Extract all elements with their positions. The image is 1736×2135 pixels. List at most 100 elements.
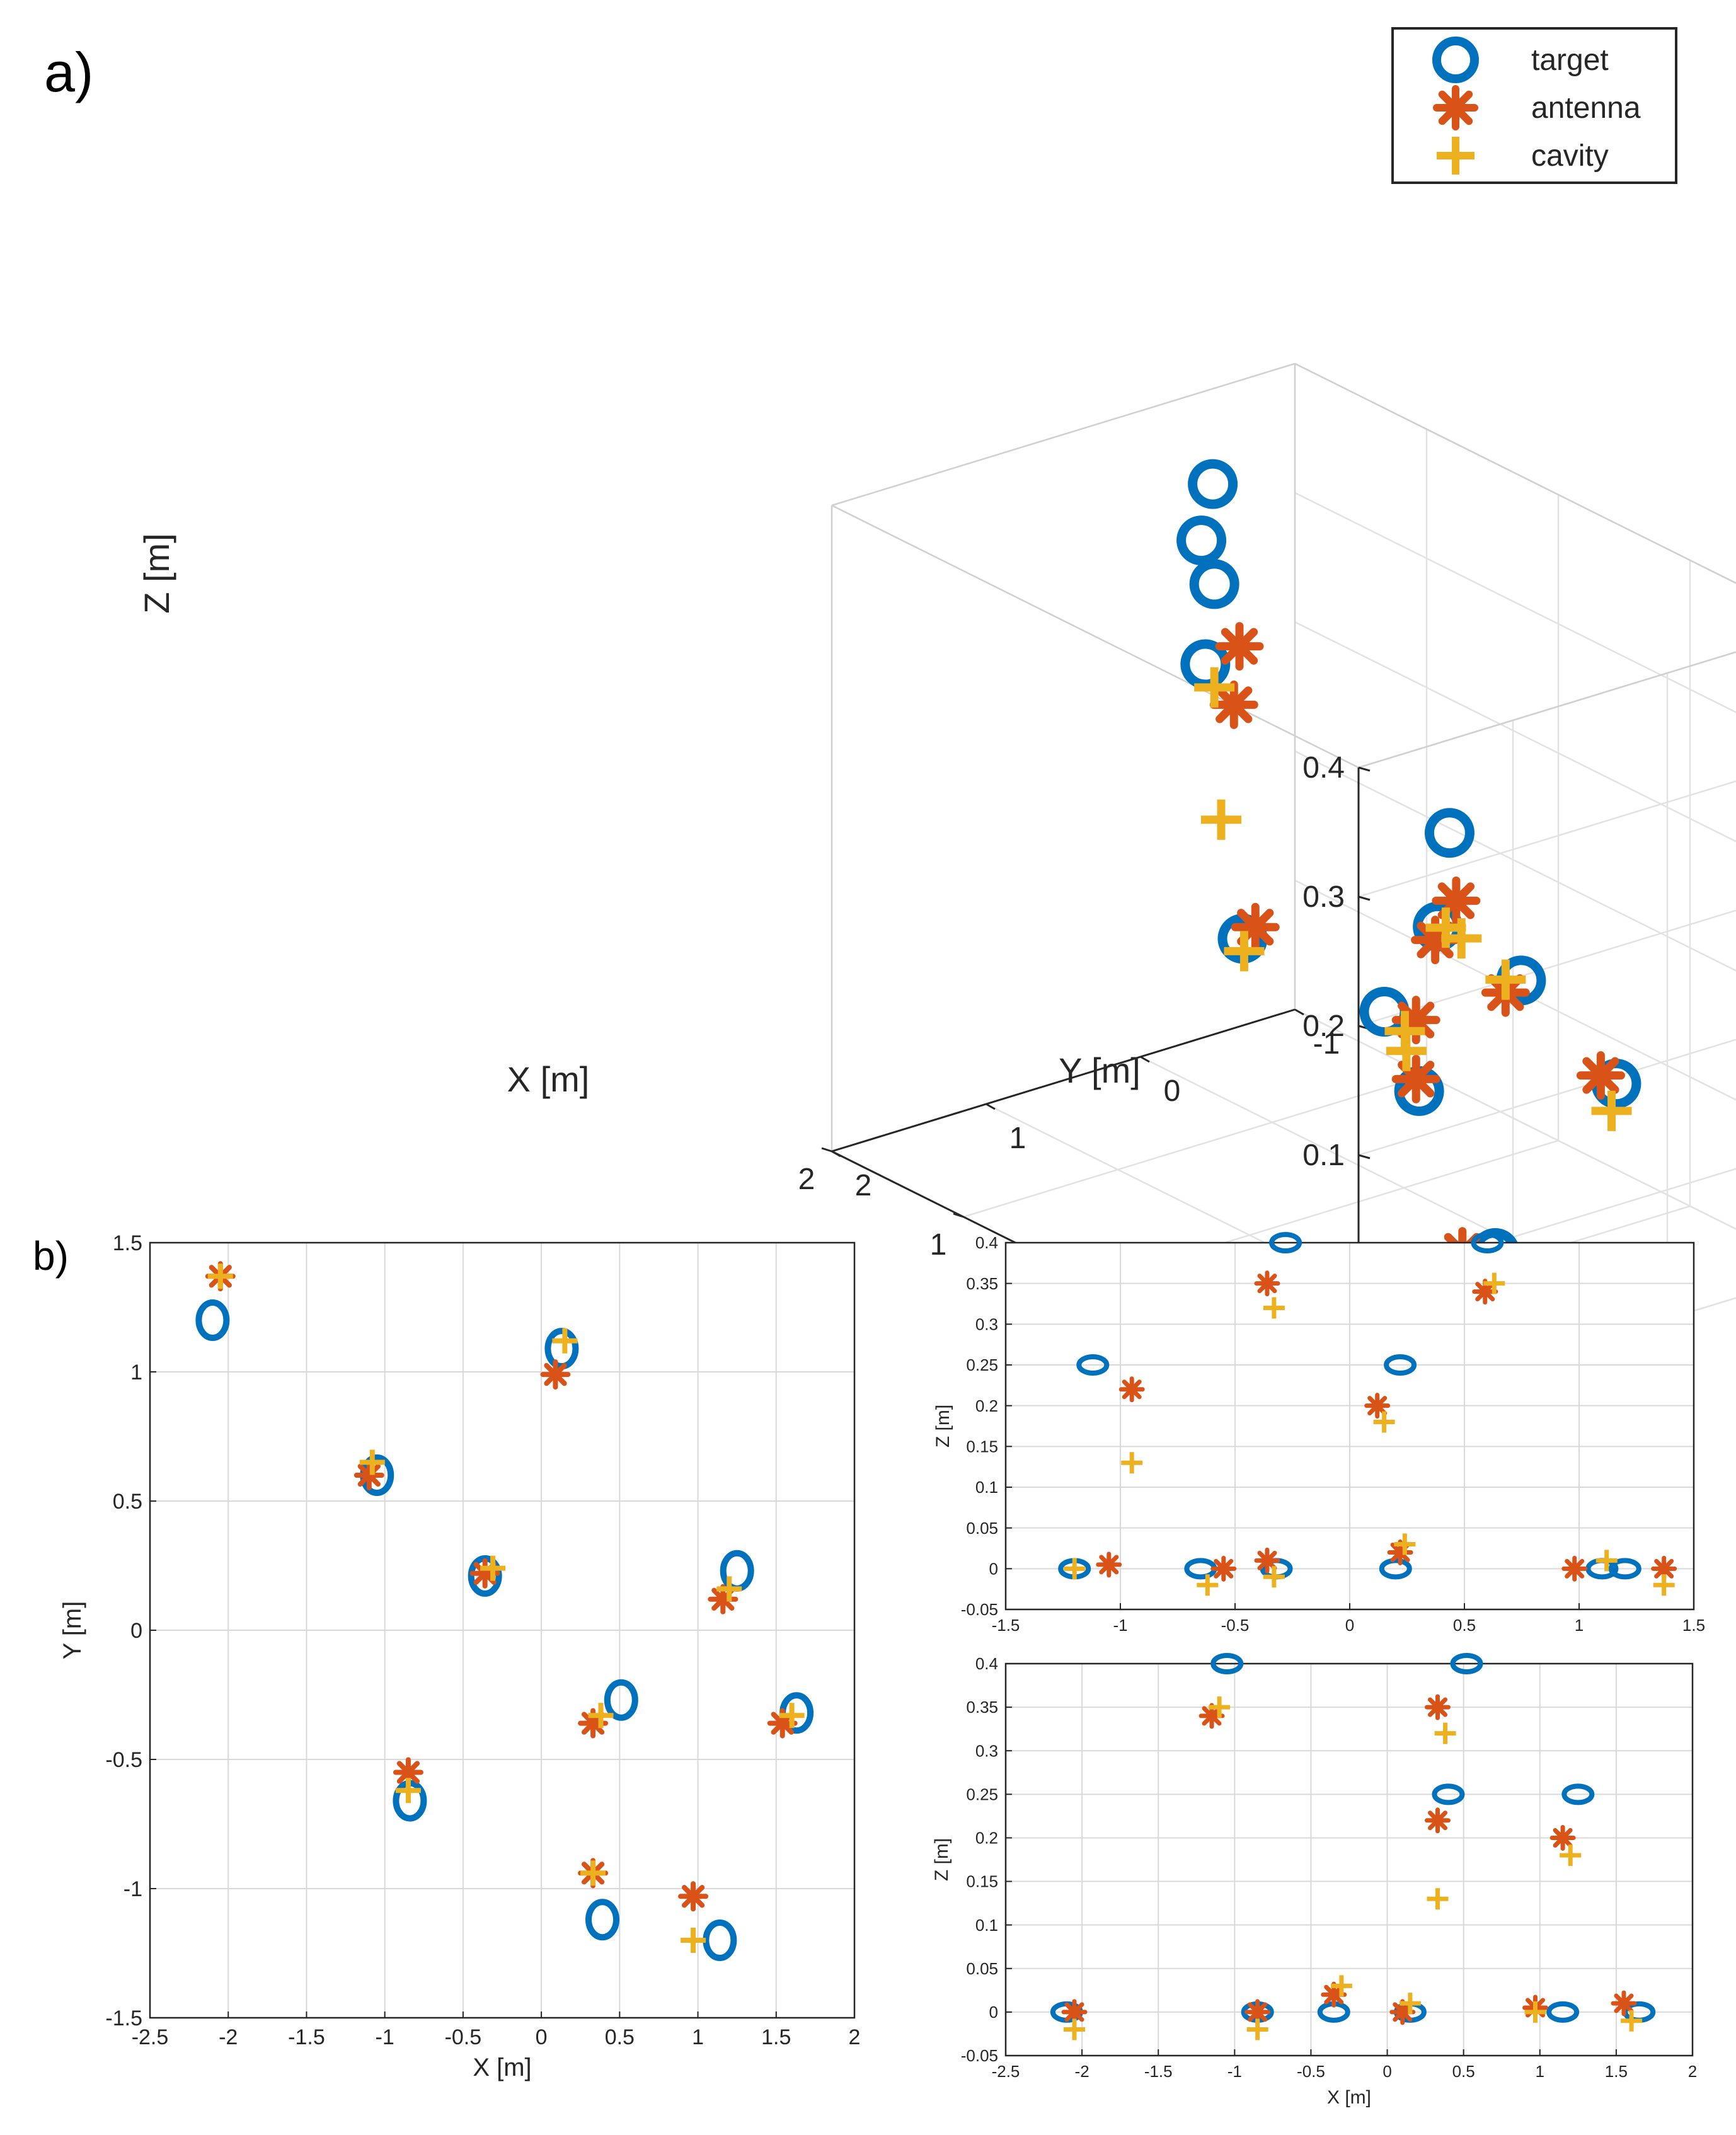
y-tick-label: 2 <box>855 1169 872 1202</box>
x-tick-label: 1 <box>1575 1616 1584 1635</box>
y-tick-label: 1 <box>130 1361 142 1384</box>
target-marker <box>1384 1354 1417 1376</box>
target-marker <box>1210 1653 1244 1674</box>
antenna-marker <box>1432 876 1481 925</box>
y-axis-label: Z [m] <box>933 1405 953 1447</box>
gridline-z-wall <box>1358 909 1736 1027</box>
antenna-marker <box>578 1708 609 1739</box>
cavity-marker <box>1263 1566 1285 1588</box>
cavity-marker <box>1483 1272 1505 1294</box>
gridline-z-wall <box>1358 780 1736 898</box>
cavity-marker <box>1330 1975 1352 1997</box>
cavity-marker <box>1064 1558 1086 1580</box>
cavity-marker <box>716 1576 742 1602</box>
cavity-marker <box>359 1449 385 1475</box>
target-marker <box>1561 1783 1595 1805</box>
antenna-marker <box>1245 1999 1271 2025</box>
box-edge <box>831 504 1359 769</box>
cavity-marker <box>580 1860 606 1886</box>
y-tick-label: 1 <box>1009 1122 1026 1155</box>
x-tick-label: 1 <box>692 2025 704 2049</box>
x-tick-label: 2 <box>798 1163 815 1196</box>
x-tick-label: -1 <box>1227 2062 1242 2081</box>
x-axis-label: X [m] <box>1327 2087 1371 2108</box>
x-tick-label: 1 <box>930 1228 947 1262</box>
target-marker <box>1176 515 1227 566</box>
cavity-marker <box>1394 1533 1416 1555</box>
y-tick-label: 0 <box>1164 1074 1181 1108</box>
antenna-marker <box>1231 902 1280 952</box>
y-tick-label: 0.15 <box>966 1872 998 1891</box>
x-axis-label: X [m] <box>507 1059 590 1099</box>
cavity-marker <box>1209 1696 1231 1718</box>
x-axis-label: X [m] <box>473 2054 531 2081</box>
z-tick-label: 0.3 <box>1302 880 1345 914</box>
x-tick-label: 1.5 <box>1682 1616 1705 1635</box>
antenna-marker <box>1387 1539 1413 1565</box>
y-axis-label: Z [m] <box>931 1838 952 1881</box>
gridline-y-floor <box>1294 1008 1736 1230</box>
target-marker <box>1359 987 1410 1037</box>
y-tick-label: 0.1 <box>975 1916 998 1935</box>
legend-label: target <box>1531 43 1609 77</box>
x-tick-label: 0 <box>1345 1616 1354 1635</box>
antenna-marker <box>1576 1051 1625 1100</box>
x-tick-label: -0.5 <box>1297 2062 1325 2081</box>
x-tick-label: 0 <box>536 2025 548 2049</box>
x-tick-label: 0.5 <box>1453 1616 1476 1635</box>
antenna-marker <box>1254 1547 1280 1574</box>
cavity-marker <box>1653 1574 1675 1596</box>
x-tick-label: -0.5 <box>445 2025 482 2049</box>
cavity-marker <box>1384 1011 1425 1052</box>
z-tick <box>1358 1154 1371 1160</box>
y-tick <box>831 1150 841 1158</box>
y-tick-label: 0.4 <box>975 1654 998 1673</box>
antenna-marker <box>1472 1279 1498 1305</box>
cavity-marker <box>1437 137 1474 175</box>
target-marker <box>1076 1354 1110 1376</box>
z-tick <box>1358 895 1371 901</box>
y-tick-label: 0.2 <box>975 1396 998 1415</box>
plot-frame <box>1004 1662 1694 2057</box>
legend-item-cavity: cavity <box>1437 137 1609 175</box>
cavity-marker <box>1485 959 1526 1000</box>
cavity-marker <box>1224 931 1265 972</box>
cavity-marker <box>1621 2010 1643 2032</box>
antenna-marker <box>1424 1807 1451 1834</box>
legend-item-antenna: antenna <box>1433 85 1641 130</box>
cavity-marker <box>1373 1411 1395 1433</box>
antenna-marker <box>1199 1703 1225 1729</box>
y-tick-label: 0 <box>989 1559 998 1578</box>
antenna-marker <box>540 1359 571 1390</box>
antenna-marker <box>1391 996 1440 1045</box>
y-tick-label: 0.25 <box>966 1355 998 1374</box>
y-tick <box>986 1103 996 1110</box>
y-tick-label: 0.2 <box>975 1829 998 1848</box>
y-tick-label: 0.05 <box>966 1519 998 1538</box>
target-marker <box>1546 2001 1580 2023</box>
y-tick-label: 0.15 <box>966 1437 998 1456</box>
x-tick <box>953 1212 964 1218</box>
cavity-marker <box>1441 918 1482 959</box>
box-edge <box>1358 651 1736 769</box>
legend-label: antenna <box>1531 91 1641 125</box>
x-tick-label: 1.5 <box>1605 2062 1628 2081</box>
cavity-marker <box>1427 1888 1449 1910</box>
box-edge <box>1294 362 1736 584</box>
cavity-marker <box>588 1703 614 1729</box>
y-tick-label: -1 <box>1313 1027 1340 1061</box>
target-marker <box>1424 808 1474 858</box>
x-tick-label: -2.5 <box>132 2025 169 2049</box>
antenna-marker <box>1389 1999 1416 2025</box>
x-tick-label: -2 <box>219 2025 238 2049</box>
target-marker <box>195 1299 230 1341</box>
x-tick-label: 2 <box>849 2025 861 2049</box>
antenna-marker <box>1254 1270 1280 1297</box>
x-tick-label: 2 <box>1688 2062 1697 2081</box>
x-tick-label: -1.5 <box>288 2025 325 2049</box>
target-marker <box>1450 1653 1483 1674</box>
x-tick-label: 0.5 <box>605 2025 635 2049</box>
target-marker <box>1189 559 1239 609</box>
x-tick-label: 0.5 <box>1452 2062 1475 2081</box>
antenna-marker <box>1549 1824 1576 1851</box>
